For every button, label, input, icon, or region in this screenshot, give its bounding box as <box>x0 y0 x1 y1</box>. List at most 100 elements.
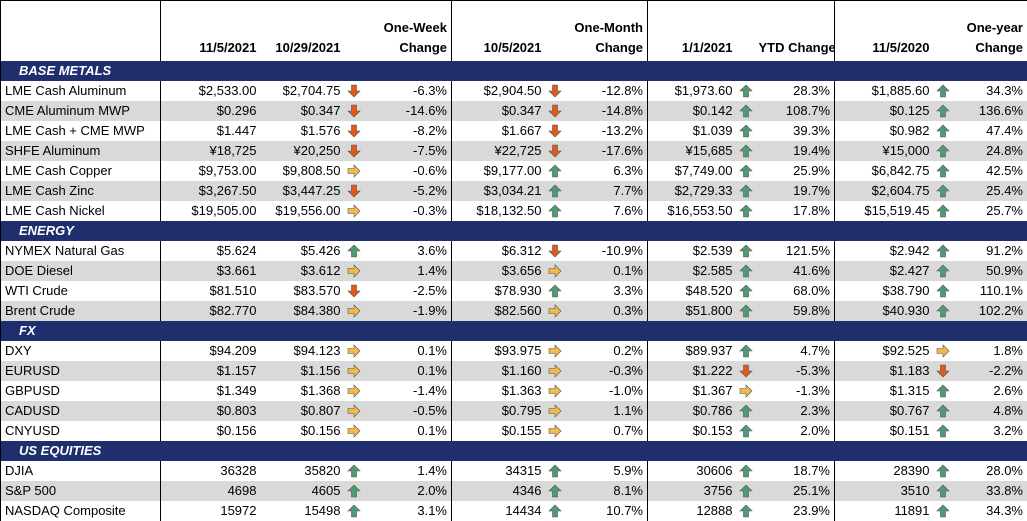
ytd-change: 28.3% <box>754 80 835 101</box>
ytd-start-value: $2,729.33 <box>674 183 733 198</box>
year-change: 47.4% <box>951 120 1027 141</box>
week-ago-value: $1.156 <box>300 363 341 378</box>
arrow-down-icon <box>346 84 361 98</box>
year-arrow-cell <box>934 301 952 321</box>
arrow-side-icon <box>347 264 361 279</box>
arrow-up-icon <box>738 84 753 98</box>
current-value: $9,753.00 <box>198 163 257 178</box>
section-title: FX <box>0 320 1027 341</box>
week-ago-value: 15498 <box>304 503 341 518</box>
ytd-arrow-cell <box>737 461 755 481</box>
week-arrow-cell <box>345 141 363 161</box>
week-arrow-cell <box>345 481 363 501</box>
arrow-side-icon <box>347 424 361 439</box>
year-change: 34.3% <box>951 500 1027 521</box>
arrow-up-icon <box>547 284 562 298</box>
year-ago-value: $15,519.45 <box>864 203 930 218</box>
week-arrow-cell <box>345 461 363 481</box>
ytd-change: 25.9% <box>754 160 835 181</box>
arrow-side-icon <box>347 344 361 359</box>
current-value: $3,267.50 <box>198 183 257 198</box>
arrow-up-icon <box>935 484 950 498</box>
ytd-start-value: $2.539 <box>692 243 733 258</box>
year-arrow-cell <box>934 421 952 441</box>
arrow-side-icon <box>548 344 562 359</box>
ytd-start-value: $0.153 <box>692 423 733 438</box>
table-row: LME Cash + CME MWP $1.447 $1.576 -8.2% $1.66… <box>0 120 1027 141</box>
table-row: CME Aluminum MWP $0.296 $0.347 -14.6% $0.347… <box>0 100 1027 121</box>
arrow-down-icon <box>346 284 361 298</box>
ytd-start-value: $51.800 <box>685 303 733 318</box>
arrow-down-icon <box>346 124 361 138</box>
month-change: -10.9% <box>563 240 648 261</box>
arrow-side-icon <box>548 264 562 279</box>
header-row: 11/5/2021 10/29/2021 One-Week Change 10/… <box>0 0 1027 61</box>
month-change: 6.3% <box>563 160 648 181</box>
ytd-arrow-cell <box>737 481 755 501</box>
table-row: EURUSD $1.157 $1.156 0.1% $1.160 -0.3% $1.222 -… <box>0 360 1027 381</box>
arrow-up-icon <box>738 204 753 218</box>
ytd-start-value: $2.585 <box>692 263 733 278</box>
arrow-up-icon <box>935 84 950 98</box>
month-arrow-cell <box>546 261 564 281</box>
arrow-side-icon <box>347 164 361 179</box>
month-ago-value: 34315 <box>505 463 542 478</box>
row-label: DJIA <box>0 460 161 481</box>
month-arrow-cell <box>546 241 564 261</box>
arrow-up-icon <box>346 484 361 498</box>
current-value: $5.624 <box>216 243 257 258</box>
ytd-start-value: $89.937 <box>685 343 733 358</box>
year-arrow-cell <box>934 461 952 481</box>
month-arrow-cell <box>546 81 564 101</box>
arrow-up-icon <box>738 484 753 498</box>
row-label: CME Aluminum MWP <box>0 100 161 121</box>
arrow-up-icon <box>935 404 950 418</box>
week-arrow-cell <box>345 81 363 101</box>
header-month-arrow <box>545 0 564 61</box>
arrow-up-icon <box>738 164 753 178</box>
arrow-down-icon <box>547 244 562 258</box>
table-row: LME Cash Zinc $3,267.50 $3,447.25 -5.2% $3,0… <box>0 180 1027 201</box>
year-arrow-cell <box>934 161 952 181</box>
month-change: -13.2% <box>563 120 648 141</box>
arrow-side-icon <box>739 384 753 399</box>
arrow-up-icon <box>738 124 753 138</box>
arrow-side-icon <box>347 384 361 399</box>
month-change: 5.9% <box>563 460 648 481</box>
arrow-side-icon <box>347 404 361 419</box>
arrow-up-icon <box>935 504 950 518</box>
table-row: LME Cash Nickel $19,505.00 $19,556.00 -0.3%… <box>0 200 1027 221</box>
arrow-up-icon <box>738 504 753 518</box>
ytd-arrow-cell <box>737 241 755 261</box>
row-label: NASDAQ Composite <box>0 500 161 521</box>
year-ago-value: $2,604.75 <box>871 183 930 198</box>
ytd-change: 68.0% <box>754 280 835 301</box>
row-label: LME Cash Zinc <box>0 180 161 201</box>
year-change: 1.8% <box>951 340 1027 361</box>
table-row: NYMEX Natural Gas $5.624 $5.426 3.6% $6.312 -… <box>0 240 1027 261</box>
week-arrow-cell <box>345 341 363 361</box>
week-ago-value: 4605 <box>311 483 341 498</box>
arrow-down-icon <box>547 124 562 138</box>
arrow-down-icon <box>547 84 562 98</box>
table-row: LME Cash Aluminum $2,533.00 $2,704.75 -6.3%… <box>0 80 1027 101</box>
row-label: GBPUSD <box>0 380 161 401</box>
year-change: 25.4% <box>951 180 1027 201</box>
month-arrow-cell <box>546 141 564 161</box>
month-arrow-cell <box>546 301 564 321</box>
current-value: ¥18,725 <box>209 143 257 158</box>
current-value: $19,505.00 <box>191 203 257 218</box>
header-ytd-arrow <box>736 0 755 61</box>
week-arrow-cell <box>345 281 363 301</box>
year-change: 24.8% <box>951 140 1027 161</box>
table-row: CADUSD $0.803 $0.807 -0.5% $0.795 1.1% $0.786 2… <box>0 400 1027 421</box>
section-header: US EQUITIES <box>0 440 1027 461</box>
header-current-date: 11/5/2021 <box>160 0 261 61</box>
week-ago-value: $2,704.75 <box>282 83 341 98</box>
year-change: 42.5% <box>951 160 1027 181</box>
year-ago-value: $1,885.60 <box>871 83 930 98</box>
month-change: -12.8% <box>563 80 648 101</box>
arrow-up-icon <box>935 164 950 178</box>
arrow-up-icon <box>346 244 361 258</box>
row-label: EURUSD <box>0 360 161 381</box>
